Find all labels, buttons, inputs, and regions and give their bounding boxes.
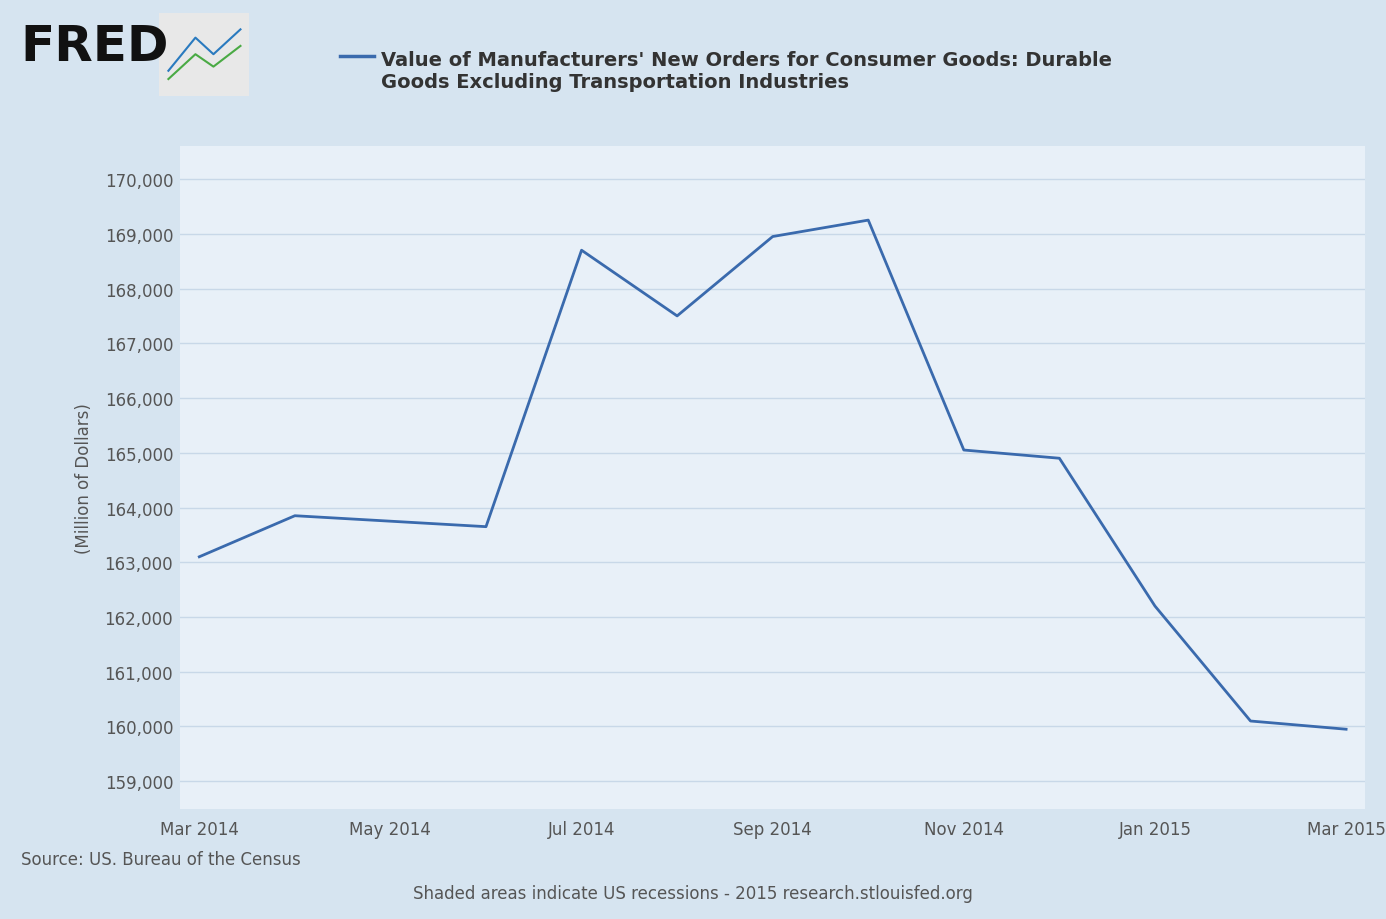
Y-axis label: (Million of Dollars): (Million of Dollars) [75,403,93,553]
Text: Value of Manufacturers' New Orders for Consumer Goods: Durable
Goods Excluding T: Value of Manufacturers' New Orders for C… [381,51,1112,92]
Text: FRED: FRED [21,23,169,71]
Text: Source: US. Bureau of the Census: Source: US. Bureau of the Census [21,850,301,868]
Text: Shaded areas indicate US recessions - 2015 research.stlouisfed.org: Shaded areas indicate US recessions - 20… [413,884,973,902]
